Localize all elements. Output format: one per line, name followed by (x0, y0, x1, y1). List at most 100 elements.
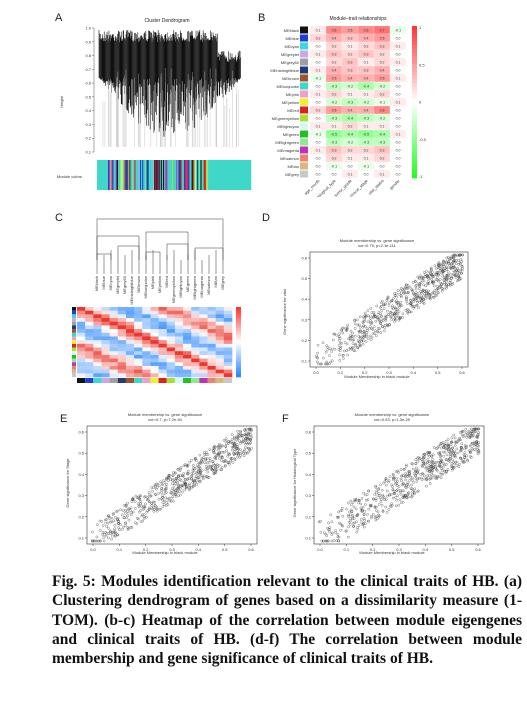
data-point (347, 337, 350, 340)
data-point (227, 461, 231, 464)
module-color-swatch (300, 90, 308, 98)
adjacency-cell (183, 354, 192, 359)
data-point (393, 294, 397, 297)
module-color-cell (198, 160, 200, 190)
legend-color-step (412, 48, 417, 53)
module-color-cell (146, 160, 148, 190)
data-point (348, 523, 352, 526)
heatmap-cell-value: -0.5 (331, 133, 337, 137)
data-point (234, 447, 238, 450)
data-point (425, 290, 429, 294)
legend-color-step (412, 132, 417, 137)
data-point (224, 439, 228, 443)
data-point (384, 505, 388, 509)
legend-color-step (412, 155, 417, 160)
heatmap-cell (389, 169, 407, 179)
module-color-cell (187, 160, 189, 190)
module-row-label: MEpink (286, 92, 299, 97)
data-point (157, 484, 161, 488)
data-point (384, 317, 388, 321)
data-point (317, 520, 321, 524)
data-point (434, 272, 437, 276)
data-point (356, 528, 360, 531)
module-color-cell (143, 160, 145, 190)
adjacency-cell (166, 314, 176, 319)
adjacency-cell (142, 347, 151, 352)
data-point (167, 496, 171, 500)
legend-color-step (412, 90, 417, 95)
data-point (415, 466, 418, 470)
data-point (386, 309, 389, 313)
data-point (203, 451, 206, 454)
adjacency-cell (199, 321, 208, 326)
adjacency-cell (101, 365, 110, 370)
adjacency-col-color (93, 378, 102, 383)
data-point (354, 345, 357, 349)
data-point (438, 453, 442, 456)
data-point (432, 295, 435, 299)
adjacency-legend-step (236, 339, 241, 343)
adjacency-cell (125, 336, 135, 341)
data-point (460, 260, 464, 263)
data-point (440, 269, 444, 273)
adjacency-cell (174, 310, 184, 315)
data-point (453, 462, 457, 466)
module-color-swatch (300, 34, 308, 42)
module-color-cell (203, 160, 206, 190)
data-point (451, 452, 455, 455)
data-point (377, 310, 381, 314)
data-point (456, 451, 460, 455)
data-point (440, 469, 444, 472)
data-point (155, 509, 159, 513)
module-color-cell (135, 160, 137, 190)
data-point (224, 459, 228, 463)
adjacency-cell (93, 343, 102, 348)
data-point (360, 521, 363, 524)
scatter-e-xlabel: Module Membership in black module (132, 550, 198, 555)
heatmap-cell-value: 0.5 (380, 77, 385, 81)
adjacency-cell (158, 329, 168, 334)
y-tick-label: 0.2 (301, 338, 307, 343)
data-point (332, 539, 336, 542)
data-point (212, 462, 215, 466)
data-point (372, 513, 375, 516)
data-point (449, 266, 453, 270)
data-point (436, 291, 439, 294)
adjacency-cell (125, 347, 135, 352)
adjacency-cell (207, 354, 216, 359)
data-point (380, 325, 384, 328)
data-point (138, 497, 142, 501)
data-point (246, 431, 250, 435)
adjacency-cell (199, 358, 208, 363)
data-point (161, 505, 165, 508)
adjacency-cell (199, 329, 208, 334)
module-color-cell (125, 160, 127, 190)
module-color-cell (218, 160, 220, 190)
data-point (441, 272, 445, 275)
data-point (321, 341, 325, 344)
adjacency-cell (223, 307, 233, 311)
data-point (410, 495, 413, 499)
heatmap-cell-value: 0.0 (316, 157, 321, 161)
adjacency-cell (134, 354, 143, 359)
adjacency-cell (125, 351, 135, 356)
data-point (166, 497, 170, 501)
data-point (121, 509, 125, 512)
data-point (446, 438, 450, 441)
data-point (408, 470, 412, 473)
heatmap-cell-value: 0.0 (364, 173, 369, 177)
data-point (131, 498, 135, 502)
data-point (348, 338, 352, 342)
legend-color-step (412, 151, 417, 156)
data-point (107, 532, 110, 535)
data-point (400, 286, 403, 290)
adjacency-cell (223, 329, 233, 334)
data-point (370, 311, 374, 314)
data-point (381, 510, 385, 513)
data-point (94, 539, 97, 543)
module-color-cell (177, 160, 179, 190)
data-point (435, 285, 439, 288)
adjacency-cell (158, 354, 168, 359)
data-point (216, 448, 220, 452)
data-point (100, 520, 104, 523)
